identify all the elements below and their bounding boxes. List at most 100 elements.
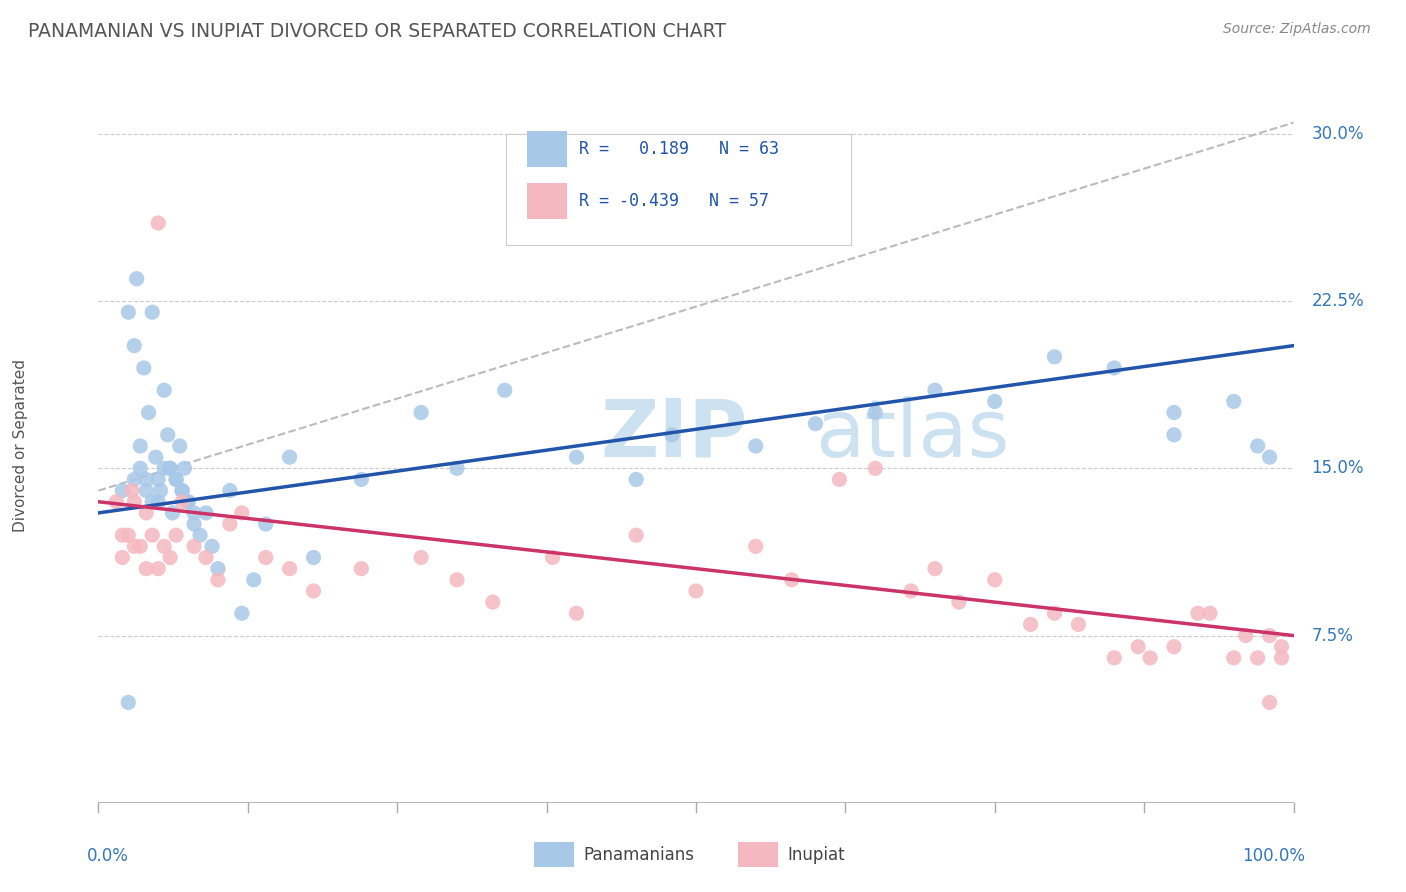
- Point: [111, 550, 134, 565]
- Point: [153, 384, 176, 398]
- Point: [1067, 617, 1090, 632]
- Point: [117, 305, 139, 319]
- Point: [565, 607, 588, 621]
- Point: [302, 550, 325, 565]
- Point: [183, 539, 205, 553]
- Point: [117, 696, 139, 710]
- Point: [135, 562, 157, 576]
- Point: [124, 473, 146, 487]
- Point: [254, 550, 277, 565]
- Point: [1139, 651, 1161, 665]
- Text: 22.5%: 22.5%: [1312, 292, 1364, 310]
- Point: [1234, 628, 1257, 642]
- Point: [780, 573, 803, 587]
- Point: [172, 483, 194, 498]
- Point: [1258, 696, 1281, 710]
- Text: ZIP: ZIP: [600, 396, 748, 474]
- Point: [117, 528, 139, 542]
- Point: [661, 428, 683, 442]
- Point: [188, 528, 211, 542]
- Point: [242, 573, 264, 587]
- Point: [1102, 651, 1125, 665]
- Text: 7.5%: 7.5%: [1312, 626, 1354, 645]
- Point: [231, 607, 253, 621]
- Point: [745, 439, 768, 453]
- Point: [194, 550, 217, 565]
- Point: [983, 573, 1005, 587]
- Point: [541, 550, 564, 565]
- Point: [135, 483, 157, 498]
- Point: [1271, 640, 1294, 654]
- Point: [129, 461, 152, 475]
- Point: [1198, 607, 1220, 621]
- Point: [948, 595, 970, 609]
- Point: [745, 539, 768, 553]
- Point: [156, 428, 179, 442]
- Point: [1271, 651, 1294, 665]
- Point: [135, 506, 157, 520]
- Point: [983, 394, 1005, 409]
- Point: [350, 473, 373, 487]
- Point: [685, 583, 707, 598]
- Point: [124, 494, 146, 508]
- Point: [177, 494, 200, 508]
- Point: [411, 405, 433, 420]
- Point: [1128, 640, 1150, 654]
- Point: [169, 439, 191, 453]
- Point: [172, 494, 194, 508]
- Point: [159, 550, 181, 565]
- Text: Inupiat: Inupiat: [787, 846, 845, 863]
- Point: [804, 417, 827, 431]
- Point: [145, 450, 167, 464]
- Text: 100.0%: 100.0%: [1243, 847, 1305, 865]
- Point: [219, 483, 242, 498]
- Text: 0.0%: 0.0%: [87, 847, 128, 865]
- Point: [900, 583, 922, 598]
- Text: Source: ZipAtlas.com: Source: ZipAtlas.com: [1223, 22, 1371, 37]
- Point: [129, 539, 152, 553]
- Point: [153, 461, 176, 475]
- Point: [624, 528, 647, 542]
- Point: [1258, 628, 1281, 642]
- Point: [165, 528, 187, 542]
- Point: [162, 506, 184, 520]
- Point: [148, 494, 170, 508]
- Point: [207, 573, 229, 587]
- Point: [1043, 350, 1066, 364]
- Point: [121, 483, 143, 498]
- Point: [565, 450, 588, 464]
- Point: [148, 216, 170, 230]
- Point: [411, 550, 433, 565]
- Point: [1187, 607, 1209, 621]
- Point: [138, 405, 160, 420]
- Point: [129, 439, 152, 453]
- Text: PANAMANIAN VS INUPIAT DIVORCED OR SEPARATED CORRELATION CHART: PANAMANIAN VS INUPIAT DIVORCED OR SEPARA…: [28, 22, 725, 41]
- Point: [1043, 607, 1066, 621]
- Point: [1102, 360, 1125, 375]
- Point: [165, 473, 187, 487]
- Point: [1163, 640, 1185, 654]
- Point: [924, 562, 946, 576]
- Point: [828, 473, 851, 487]
- Point: [159, 461, 181, 475]
- Point: [254, 517, 277, 532]
- Point: [1163, 428, 1185, 442]
- Text: atlas: atlas: [815, 396, 1010, 474]
- Point: [1246, 439, 1268, 453]
- Point: [278, 562, 301, 576]
- Point: [153, 539, 176, 553]
- Point: [1019, 617, 1042, 632]
- Point: [148, 562, 170, 576]
- Point: [183, 506, 205, 520]
- Text: 15.0%: 15.0%: [1312, 459, 1364, 477]
- Point: [149, 483, 172, 498]
- Point: [1222, 394, 1246, 409]
- Text: Divorced or Separated: Divorced or Separated: [13, 359, 28, 533]
- Point: [446, 461, 468, 475]
- Point: [124, 338, 146, 352]
- Point: [1163, 405, 1185, 420]
- Point: [481, 595, 505, 609]
- Point: [863, 461, 886, 475]
- Point: [302, 583, 325, 598]
- Point: [194, 506, 217, 520]
